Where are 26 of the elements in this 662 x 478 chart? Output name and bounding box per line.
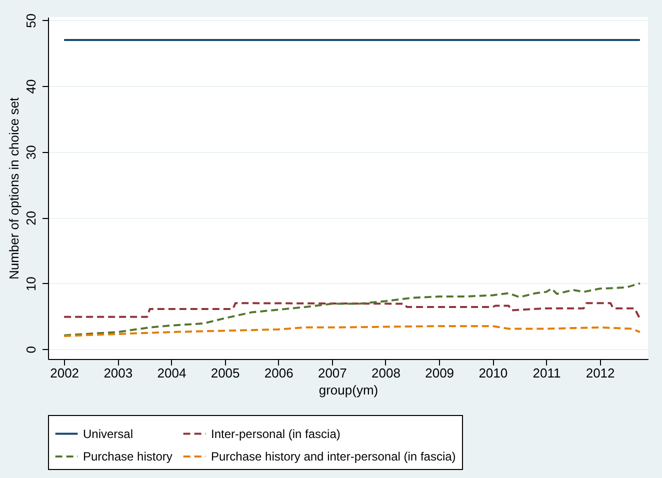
x-tick-label: 2007 <box>318 366 347 380</box>
y-axis-title: Number of options in choice set <box>6 97 22 280</box>
legend-label: Universal <box>83 426 134 441</box>
line-series <box>63 282 641 336</box>
x-tick-label: 2004 <box>157 366 186 380</box>
x-tick-label: 2006 <box>264 366 294 380</box>
x-tick-label: 2005 <box>210 366 240 380</box>
line-series <box>63 325 641 337</box>
y-tick-label: 50 <box>24 14 38 28</box>
y-tick-label: 10 <box>24 276 38 292</box>
x-tick-label: 2009 <box>425 366 454 380</box>
x-axis-title: group(ym) <box>318 382 378 398</box>
x-tick-label: 2011 <box>532 366 561 380</box>
y-tick-label: 20 <box>24 210 38 226</box>
x-tick-label: 2002 <box>50 366 80 380</box>
y-tick-label: 40 <box>24 79 38 94</box>
x-tick-label: 2012 <box>586 366 615 380</box>
line-series <box>63 302 641 320</box>
x-tick-label: 2003 <box>104 366 133 380</box>
y-tick-label: 0 <box>24 346 38 354</box>
legend-label: Inter-personal (in fascia) <box>211 426 340 441</box>
y-tick-label: 30 <box>24 145 38 160</box>
legend-label: Purchase history and inter-personal (in fascia) <box>211 450 456 464</box>
legend-label: Purchase history <box>83 450 172 464</box>
x-tick-label: 2008 <box>372 366 400 380</box>
x-tick-label: 2010 <box>478 366 508 380</box>
